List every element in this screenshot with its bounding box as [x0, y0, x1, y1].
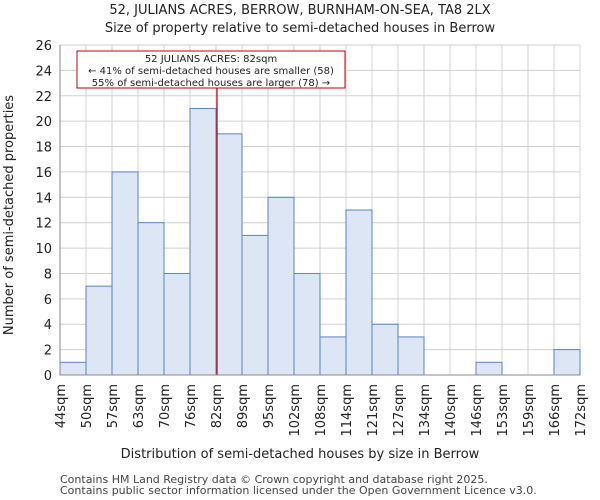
bar	[137, 222, 165, 376]
bar	[111, 171, 139, 376]
y-tick-label: 0	[44, 369, 52, 384]
x-tick-label: 89sqm	[236, 384, 251, 428]
bar	[85, 285, 113, 376]
annotation-box: 52 JULIANS ACRES: 82sqm ← 41% of semi-de…	[76, 50, 346, 89]
y-tick-label: 16	[35, 166, 52, 181]
y-axis-label: Number of semi-detached properties	[2, 95, 17, 335]
bar	[293, 272, 321, 376]
bar	[475, 361, 503, 376]
chart-subtitle: Size of property relative to semi-detach…	[105, 21, 496, 36]
x-tick-label: 44sqm	[54, 384, 69, 428]
bar	[267, 196, 295, 376]
x-tick-label: 57sqm	[106, 384, 121, 428]
bars	[59, 107, 581, 376]
y-tick-label: 14	[35, 191, 52, 206]
y-tick-label: 12	[35, 217, 52, 232]
x-tick-label: 108sqm	[314, 384, 329, 437]
x-tick-label: 172sqm	[574, 384, 589, 437]
x-tick-label: 82sqm	[210, 384, 225, 428]
x-tick-labels: 44sqm 50sqm 57sqm 63sqm 70sqm 76sqm 82sqm 89sqm…	[54, 384, 589, 437]
x-tick-label: 159sqm	[522, 384, 537, 437]
x-tick-label: 114sqm	[340, 384, 355, 437]
bar	[163, 272, 191, 376]
y-tick-label: 8	[44, 267, 52, 282]
bar	[345, 209, 373, 376]
bar	[59, 361, 87, 376]
x-tick-label: 134sqm	[418, 384, 433, 437]
y-tick-label: 6	[44, 293, 52, 308]
chart-title: 52, JULIANS ACRES, BERROW, BURNHAM-ON-SE…	[109, 3, 490, 18]
annotation-line-3: 55% of semi-detached houses are larger (…	[92, 78, 330, 89]
bar	[215, 133, 243, 376]
x-tick-label: 121sqm	[366, 384, 381, 437]
annotation-line-1: 52 JULIANS ACRES: 82sqm	[145, 54, 277, 65]
bar	[241, 234, 269, 376]
bar	[319, 336, 347, 376]
x-tick-label: 95sqm	[262, 384, 277, 428]
y-tick-label: 22	[35, 90, 52, 105]
y-tick-label: 20	[35, 115, 52, 130]
x-tick-label: 102sqm	[288, 384, 303, 437]
y-tick-label: 10	[35, 242, 52, 257]
bar	[189, 107, 217, 376]
y-tick-label: 18	[35, 141, 52, 156]
x-tick-label: 166sqm	[548, 384, 563, 437]
y-tick-label: 26	[35, 39, 52, 54]
x-tick-label: 63sqm	[132, 384, 147, 428]
bar	[371, 323, 399, 376]
x-tick-label: 153sqm	[496, 384, 511, 437]
y-tick-label: 24	[35, 64, 52, 79]
x-tick-label: 127sqm	[392, 384, 407, 437]
footer-line-1: Contains HM Land Registry data © Crown c…	[60, 473, 488, 486]
x-tick-label: 50sqm	[80, 384, 95, 428]
footer-line-2: Contains public sector information licen…	[60, 484, 537, 497]
y-tick-label: 2	[44, 344, 52, 359]
x-tick-label: 70sqm	[158, 384, 173, 428]
x-axis-label: Distribution of semi-detached houses by …	[121, 447, 480, 462]
bar	[397, 336, 425, 376]
annotation-frame	[76, 50, 346, 89]
annotation-line-2: ← 41% of semi-detached houses are smalle…	[88, 66, 334, 77]
x-tick-label: 76sqm	[184, 384, 199, 428]
bar	[553, 349, 581, 376]
y-tick-label: 4	[44, 318, 52, 333]
x-tick-label: 140sqm	[444, 384, 459, 437]
x-tick-label: 146sqm	[470, 384, 485, 437]
